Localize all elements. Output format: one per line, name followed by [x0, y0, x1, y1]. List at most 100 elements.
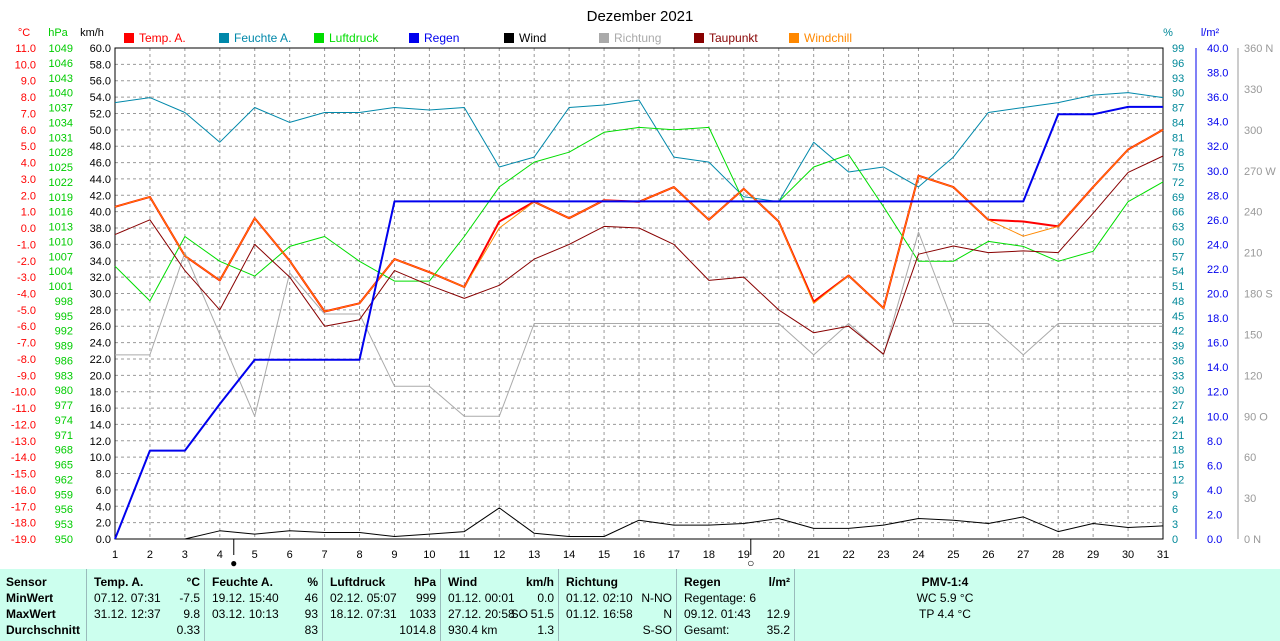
separator: [558, 569, 559, 641]
press-max-value: 1033: [409, 607, 436, 621]
temp-avg: 0.33: [176, 623, 200, 637]
temp-tick-label: 4.0: [21, 158, 36, 170]
press-tick-label: 959: [55, 489, 73, 501]
wind-tick-label: 38.0: [90, 223, 111, 235]
rain-tick-label: 22.0: [1207, 264, 1228, 276]
hum-header: Feuchte A.: [212, 575, 273, 589]
temp-min-value: -7.5: [179, 591, 200, 605]
day-tick-label: 4: [217, 549, 223, 561]
press-tick-label: 1028: [49, 147, 73, 159]
press-tick-label: 956: [55, 504, 73, 516]
separator: [86, 569, 87, 641]
rain-max-value: 12.9: [766, 607, 790, 621]
wind-tick-label: 22.0: [90, 354, 111, 366]
press-tick-label: 1010: [49, 236, 73, 248]
separator: [204, 569, 205, 641]
press-tick-label: 1043: [49, 73, 73, 85]
hum-tick-label: 90: [1172, 88, 1184, 100]
col-rain: Regen l/m² Regentage: 6 09.12. 01:43 12.9 …: [684, 569, 790, 641]
hum-tick-label: 69: [1172, 192, 1184, 204]
rain-tick-label: 28.0: [1207, 190, 1228, 202]
press-min-value: 999: [415, 591, 436, 605]
legend: Temp. A. Feuchte A. Luftdruck Regen Wind Rich…: [124, 31, 852, 45]
day-tick-label: 14: [563, 549, 575, 561]
hum-tick-label: 45: [1172, 311, 1184, 323]
rain-tick-label: 8.0: [1207, 436, 1222, 448]
day-tick-label: 19: [738, 549, 750, 561]
press-tick-label: 1025: [49, 162, 73, 174]
rain-total-value: 35.2: [766, 623, 790, 637]
press-tick-label: 1007: [49, 251, 73, 263]
hum-tick-label: 42: [1172, 326, 1184, 338]
press-tick-label: 953: [55, 519, 73, 531]
hum-tick-label: 0: [1172, 534, 1178, 546]
press-tick-label: 986: [55, 355, 73, 367]
temp-tick-label: 6.0: [21, 125, 36, 137]
hum-tick-label: 48: [1172, 296, 1184, 308]
day-tick-label: 15: [598, 549, 610, 561]
dir-tick-label: 210: [1244, 248, 1262, 260]
day-tick-label: 31: [1157, 549, 1169, 561]
hum-tick-label: 81: [1172, 132, 1184, 144]
wind-tick-label: 58.0: [90, 59, 111, 71]
rain-days: Regentage: 6: [684, 591, 757, 605]
press-min-time: 02.12. 05:07: [330, 591, 397, 605]
legend-swatch: [599, 33, 609, 43]
wind-tick-label: 26.0: [90, 321, 111, 333]
axes: 11.010.09.08.07.06.05.04.03.02.01.00.0-1…: [11, 43, 1276, 569]
dir-avg: S-SO: [642, 623, 672, 637]
dir-tick-label: 330: [1244, 84, 1262, 96]
day-tick-label: 6: [287, 549, 293, 561]
temp-tick-label: 2.0: [21, 190, 36, 202]
press-tick-label: 1037: [49, 103, 73, 115]
temp-tick-label: -6.0: [17, 321, 36, 333]
press-tick-label: 992: [55, 326, 73, 338]
temp-tick-label: -17.0: [11, 501, 36, 513]
dir-tick-label: 300: [1244, 125, 1262, 137]
separator: [322, 569, 323, 641]
series-line: [115, 507, 1164, 540]
wind-tick-label: 50.0: [90, 125, 111, 137]
unit-temp: °C: [18, 27, 30, 39]
hum-min-time: 19.12. 15:40: [212, 591, 279, 605]
hum-tick-label: 57: [1172, 251, 1184, 263]
day-tick-label: 30: [1122, 549, 1134, 561]
rain-tick-label: 26.0: [1207, 215, 1228, 227]
temp-tick-label: 0.0: [21, 223, 36, 235]
hum-tick-label: 33: [1172, 370, 1184, 382]
series-line: [114, 155, 1164, 355]
hum-tick-label: 39: [1172, 341, 1184, 353]
press-tick-label: 1016: [49, 207, 73, 219]
wind-tick-label: 56.0: [90, 76, 111, 88]
hum-tick-label: 93: [1172, 73, 1184, 85]
legend-swatch: [694, 33, 704, 43]
rain-tick-label: 30.0: [1207, 166, 1228, 178]
row-label-avg: Durchschnitt: [6, 623, 81, 637]
press-header: Luftdruck: [330, 575, 386, 589]
legend-label: Feuchte A.: [234, 31, 291, 45]
legend-label: Wind: [519, 31, 546, 45]
rain-tick-label: 36.0: [1207, 92, 1228, 104]
temp-tick-label: 9.0: [21, 76, 36, 88]
rain-tick-label: 10.0: [1207, 411, 1228, 423]
press-tick-label: 1001: [49, 281, 73, 293]
temp-tick-label: -12.0: [11, 419, 36, 431]
wind-tick-label: 10.0: [90, 452, 111, 464]
temp-tick-label: -13.0: [11, 436, 36, 448]
dir-tick-label: 90 O: [1244, 411, 1268, 423]
press-tick-label: 1019: [49, 192, 73, 204]
temp-tick-label: -1.0: [17, 239, 36, 251]
legend-swatch: [219, 33, 229, 43]
wind-max-value: 51.5: [530, 607, 554, 621]
wind-tick-label: 46.0: [90, 158, 111, 170]
temp-min-time: 07.12. 07:31: [94, 591, 161, 605]
press-tick-label: 968: [55, 445, 73, 457]
dir-tick-label: 360 N: [1244, 43, 1273, 55]
unit-wind: km/h: [80, 27, 104, 39]
moon-phase-icon: ●: [230, 556, 237, 569]
hum-tick-label: 12: [1172, 474, 1184, 486]
press-tick-label: 971: [55, 430, 73, 442]
temp-tick-label: -14.0: [11, 452, 36, 464]
legend-label: Regen: [424, 31, 459, 45]
temp-header: Temp. A.: [94, 575, 144, 589]
